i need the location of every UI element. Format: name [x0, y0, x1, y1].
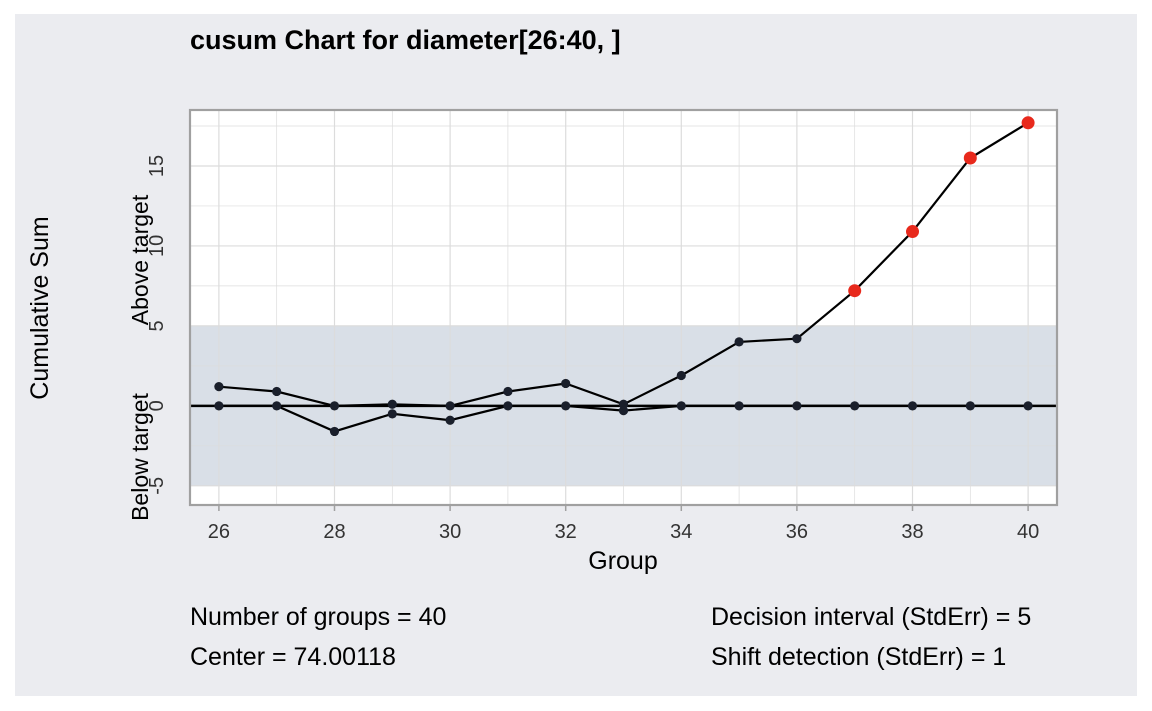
upper-cusum-point: [561, 378, 571, 389]
above-target-label: Above target: [127, 194, 153, 325]
lower-cusum-point: [1023, 401, 1033, 411]
upper-cusum-point: [387, 399, 397, 409]
x-axis-title: Group: [588, 547, 657, 575]
violation-point: [1021, 116, 1035, 130]
violation-point: [963, 151, 977, 165]
lower-cusum-point: [445, 415, 455, 425]
y-tick-label: 10: [146, 235, 168, 257]
upper-cusum-point: [676, 370, 686, 381]
y-axis-title: Cumulative Sum: [26, 216, 54, 399]
y-tick-label: 0: [146, 400, 168, 411]
upper-cusum-point: [272, 386, 282, 397]
lower-cusum-point: [850, 401, 860, 411]
upper-cusum-point: [214, 382, 224, 392]
lower-cusum-point: [792, 401, 802, 411]
lower-cusum-point: [618, 406, 629, 416]
x-tick-label: 34: [670, 521, 692, 543]
number-of-groups: Number of groups = 40: [190, 603, 447, 631]
y-tick-label: 5: [146, 320, 168, 331]
lower-cusum-point: [272, 401, 282, 411]
x-tick-label: 30: [439, 521, 461, 543]
upper-cusum-point: [734, 337, 744, 347]
upper-cusum-point: [618, 399, 629, 409]
violation-point: [848, 284, 862, 298]
decision-interval: Decision interval (StdErr) = 5: [711, 603, 1032, 631]
x-tick-label: 32: [555, 521, 577, 543]
x-tick-label: 26: [208, 521, 230, 543]
lower-cusum-point: [503, 401, 513, 411]
lower-cusum-point: [907, 401, 918, 411]
y-tick-label: 15: [146, 155, 168, 177]
lower-cusum-point: [214, 401, 224, 411]
chart-title: cusum Chart for diameter[26:40, ]: [190, 25, 621, 55]
lower-cusum-point: [387, 409, 397, 419]
x-tick-label: 36: [786, 521, 808, 543]
below-target-label: Below target: [127, 392, 153, 520]
y-tick-label: -5: [146, 477, 168, 495]
shift-detection: Shift detection (StdErr) = 1: [711, 643, 1007, 671]
violation-point: [906, 225, 919, 239]
x-tick-label: 40: [1017, 521, 1039, 543]
upper-cusum-point: [503, 386, 513, 397]
upper-cusum-point: [329, 401, 340, 411]
upper-cusum-point: [792, 334, 802, 344]
x-tick-label: 28: [323, 521, 345, 543]
lower-cusum-point: [676, 401, 686, 411]
lower-cusum-point: [734, 401, 744, 411]
center-value: Center = 74.00118: [190, 643, 396, 671]
lower-cusum-point: [329, 426, 340, 437]
upper-cusum-point: [445, 401, 455, 411]
plot-frame: [188, 108, 1059, 507]
lower-cusum-point: [965, 401, 975, 411]
lower-cusum-point: [561, 401, 571, 411]
x-tick-label: 38: [901, 521, 923, 543]
